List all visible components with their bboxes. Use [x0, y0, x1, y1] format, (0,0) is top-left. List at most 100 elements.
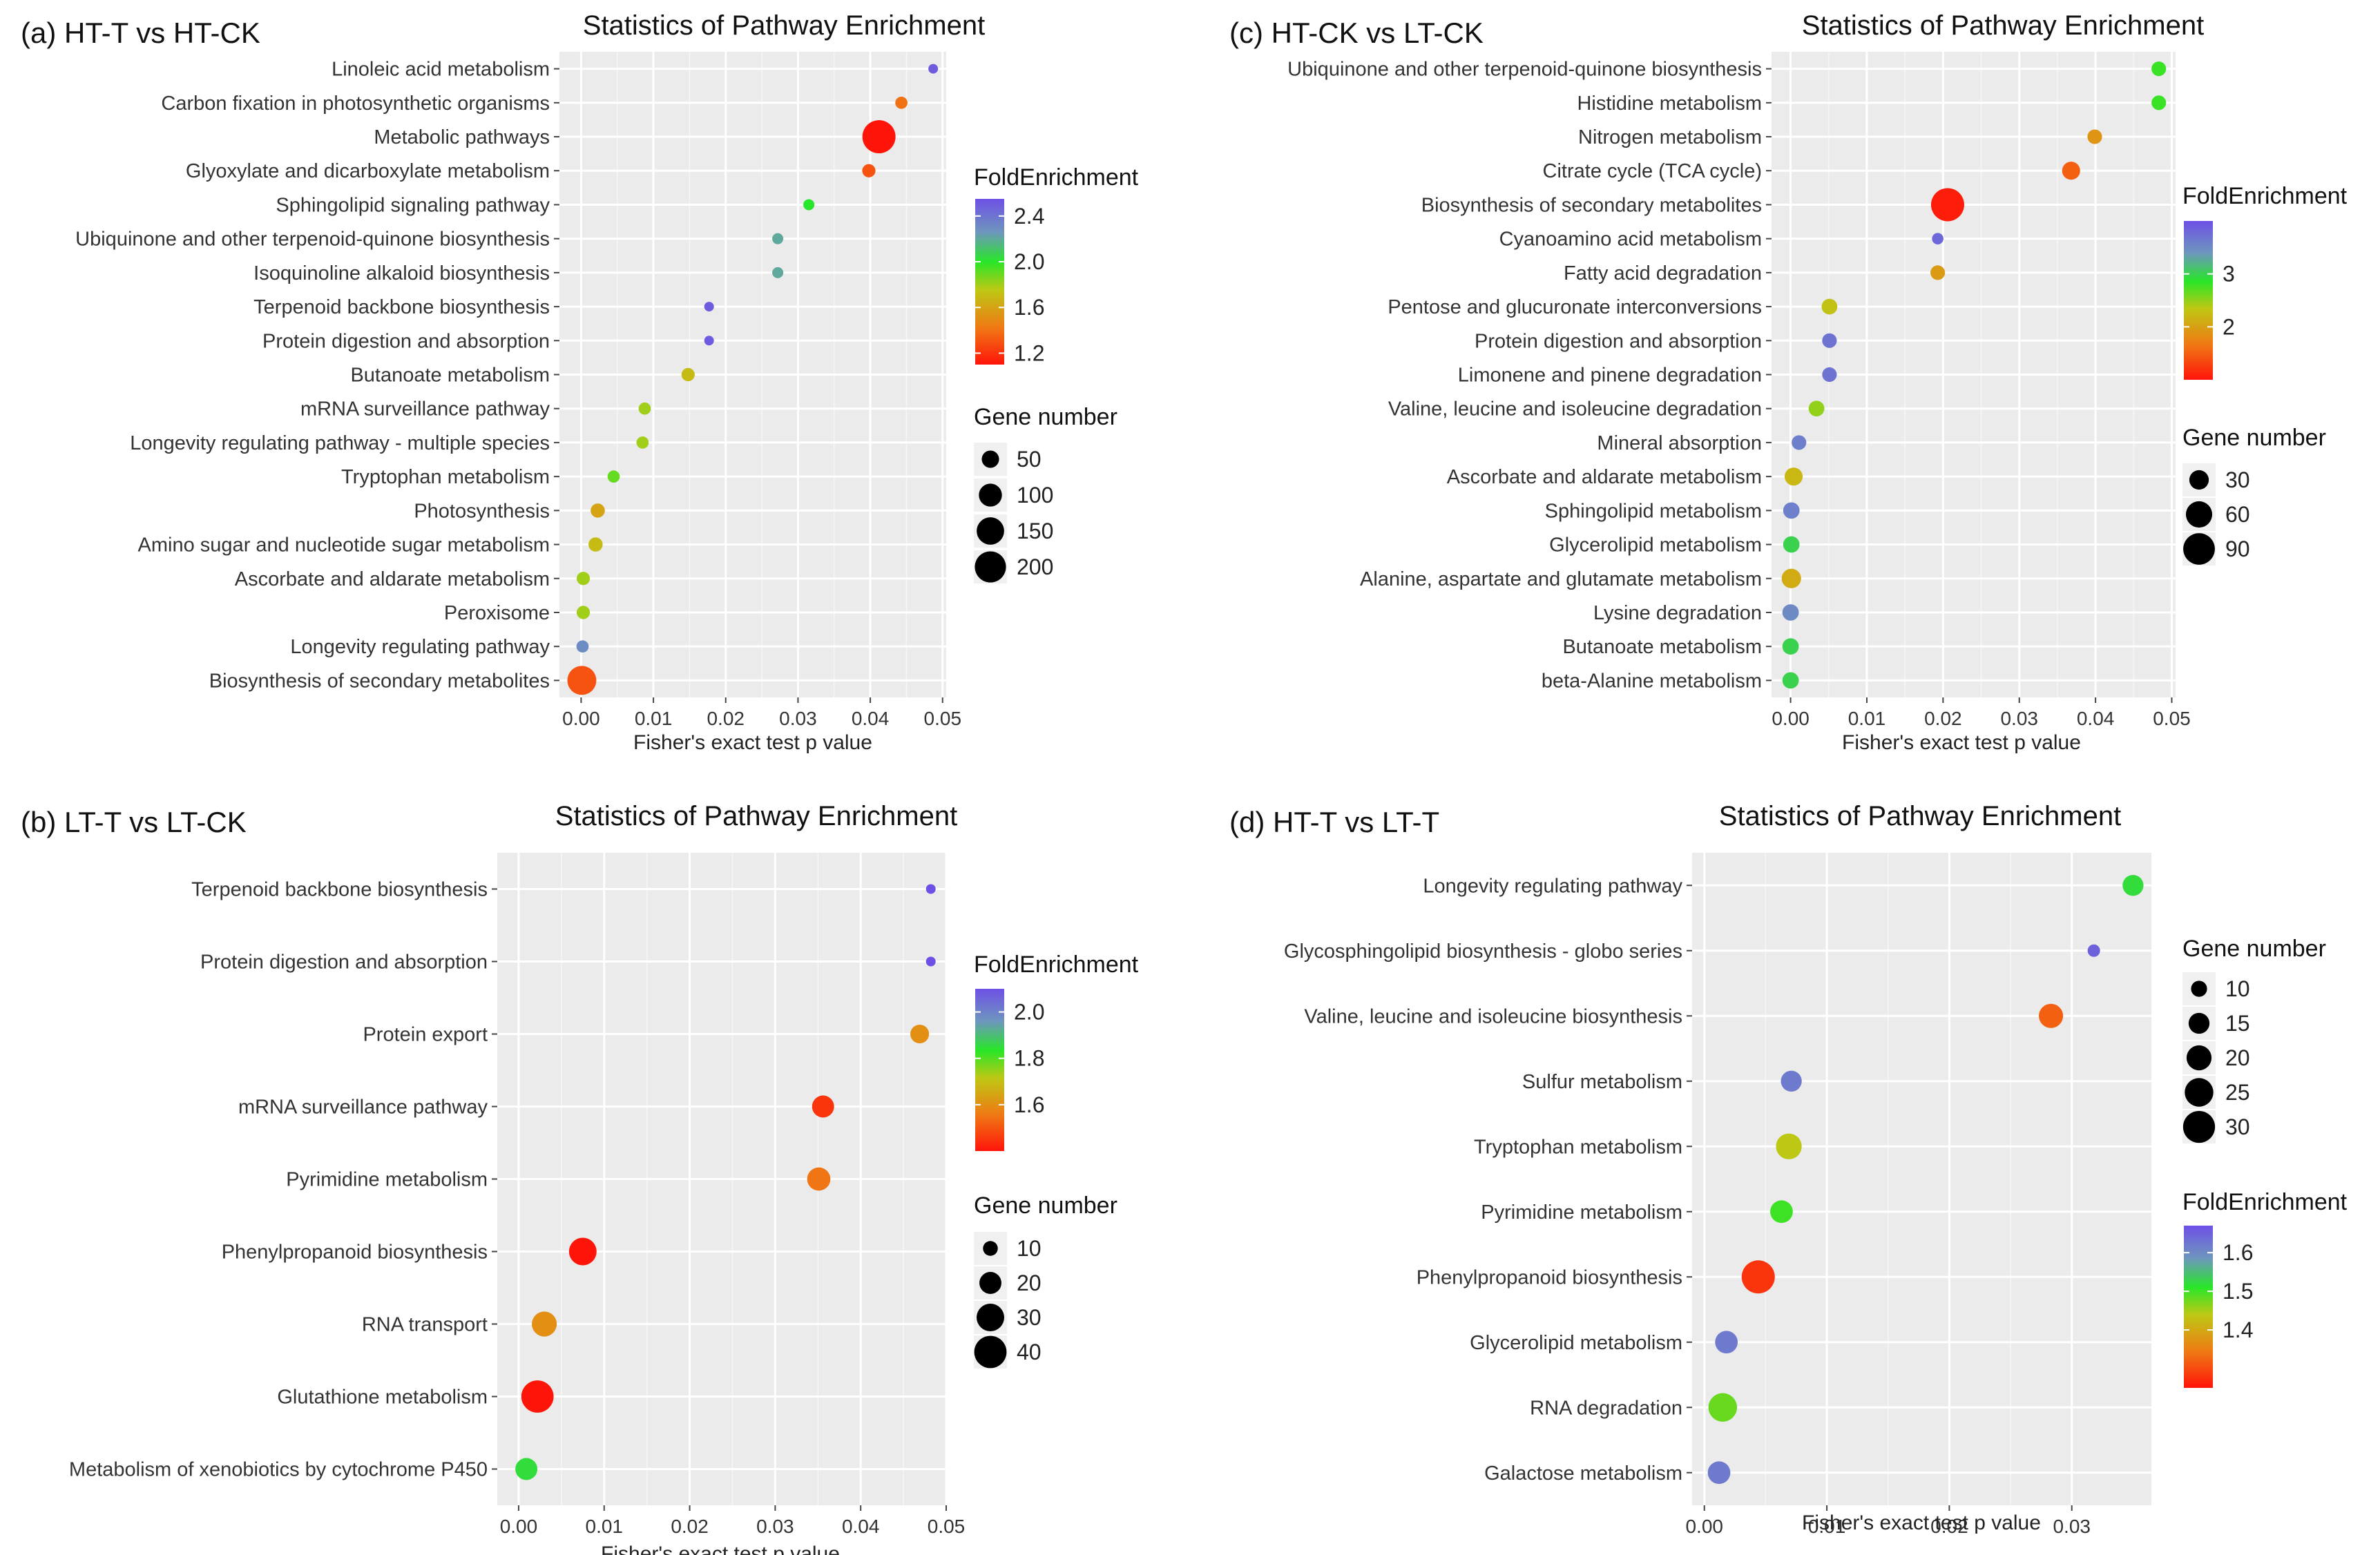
category-label: Ubiquinone and other terpenoid-quinone b… [1287, 59, 1762, 81]
category-label: Ascorbate and aldarate metabolism [1447, 466, 1762, 488]
size-legend-dot [2185, 501, 2213, 528]
x-axis-title: Fisher's exact test p value [1802, 1511, 2041, 1534]
size-legend-dot [975, 551, 1006, 583]
category-label: mRNA surveillance pathway [238, 1097, 488, 1119]
category-label: Sphingolipid metabolism [1545, 500, 1762, 522]
category-label: Ascorbate and aldarate metabolism [235, 568, 550, 590]
category-label: beta-Alanine metabolism [1542, 670, 1762, 692]
size-legend-dot [979, 1272, 1001, 1294]
data-point [515, 1458, 538, 1480]
chart-title: Statistics of Pathway Enrichment [1802, 10, 2204, 41]
panel-label: (a) HT-T vs HT-CK [21, 17, 260, 49]
size-legend-label: 90 [2225, 537, 2250, 561]
size-legend-dot [977, 517, 1004, 545]
data-point [862, 164, 876, 177]
size-legend-dot [979, 483, 1002, 507]
data-point [1782, 672, 1799, 689]
category-label: Terpenoid backbone biosynthesis [253, 296, 550, 318]
category-label: Fatty acid degradation [1564, 262, 1762, 284]
data-point [925, 956, 936, 967]
colorbar-label: 2.0 [1014, 1000, 1044, 1025]
color-legend-title: FoldEnrichment [2182, 183, 2348, 209]
category-label: Mineral absorption [1597, 432, 1762, 454]
data-point [2039, 1003, 2064, 1028]
data-point [532, 1311, 557, 1337]
category-label: Butanoate metabolism [350, 365, 550, 387]
data-point [567, 666, 597, 695]
data-point [521, 1380, 554, 1413]
size-legend-label: 60 [2225, 502, 2250, 527]
category-label: Glycerolipid metabolism [1549, 534, 1762, 557]
colorbar-label: 1.6 [1014, 295, 1044, 320]
color-legend-title: FoldEnrichment [2182, 1189, 2348, 1215]
x-tick-label: 0.03 [779, 708, 817, 729]
size-legend-label: 30 [1017, 1305, 1042, 1330]
data-point [576, 640, 589, 653]
category-label: Pyrimidine metabolism [286, 1169, 488, 1191]
category-label: Photosynthesis [414, 500, 550, 522]
x-tick-label: 0.00 [562, 708, 600, 729]
category-label: Butanoate metabolism [1562, 636, 1762, 658]
data-point [2122, 875, 2144, 896]
category-label: Cyanoamino acid metabolism [1499, 229, 1762, 251]
category-label: Valine, leucine and isoleucine degradati… [1388, 398, 1762, 421]
size-legend-label: 25 [2225, 1080, 2250, 1105]
data-point [1741, 1260, 1775, 1294]
x-tick-label: 0.04 [852, 708, 890, 729]
data-point [895, 96, 908, 109]
data-point [772, 233, 784, 244]
data-point [1783, 502, 1800, 519]
x-axis-title: Fisher's exact test p value [633, 731, 872, 754]
size-legend-dot [2191, 981, 2207, 997]
plot-background [1692, 853, 2151, 1505]
data-point [812, 1095, 834, 1118]
category-label: Nitrogen metabolism [1578, 126, 1762, 148]
data-point [1707, 1461, 1731, 1485]
x-axis-title: Fisher's exact test p value [601, 1543, 840, 1555]
category-label: Ubiquinone and other terpenoid-quinone b… [75, 229, 550, 251]
size-legend-label: 10 [1017, 1236, 1042, 1261]
size-legend-dot [2188, 1012, 2210, 1034]
data-point [568, 1237, 597, 1266]
x-tick-label: 0.00 [500, 1516, 538, 1537]
chart-title: Statistics of Pathway Enrichment [1719, 801, 2121, 831]
x-tick-label: 0.00 [1685, 1516, 1723, 1537]
chart-panel-b: (b) LT-T vs LT-CK Statistics of Pathway E… [21, 801, 1139, 1555]
size-legend-label: 150 [1017, 519, 1053, 543]
category-label: Lysine degradation [1593, 602, 1762, 624]
size-legend-dot [977, 1304, 1004, 1331]
colorbar-label: 1.6 [2223, 1240, 2253, 1265]
data-point [1715, 1331, 1738, 1354]
category-label: mRNA surveillance pathway [300, 398, 550, 421]
category-label: Longevity regulating pathway [290, 636, 550, 658]
data-point [925, 884, 936, 894]
panel-label: (c) HT-CK vs LT-CK [1229, 17, 1484, 49]
category-label: Histidine metabolism [1577, 93, 1762, 115]
category-label: Protein digestion and absorption [1475, 330, 1762, 352]
category-label: Protein digestion and absorption [200, 952, 488, 974]
data-point [807, 1167, 831, 1191]
chart-title: Statistics of Pathway Enrichment [555, 801, 957, 831]
x-tick-label: 0.01 [1808, 1516, 1846, 1537]
x-tick-label: 0.01 [1848, 708, 1886, 729]
category-label: Pentose and glucuronate interconversions [1388, 296, 1762, 318]
panel-label: (d) HT-T vs LT-T [1229, 806, 1439, 838]
data-point [1930, 265, 1946, 280]
x-axis-title: Fisher's exact test p value [1842, 731, 2081, 754]
x-tick-label: 0.02 [1924, 708, 1962, 729]
data-point [1932, 233, 1944, 244]
category-label: Phenylpropanoid biosynthesis [222, 1242, 488, 1264]
size-legend-label: 30 [2225, 467, 2250, 492]
category-label: Protein export [363, 1024, 488, 1046]
data-point [2151, 95, 2167, 110]
colorbar-label: 1.8 [1014, 1046, 1044, 1071]
size-legend-dot [981, 450, 999, 468]
data-point [1781, 568, 1801, 588]
colorbar [2184, 1226, 2213, 1388]
data-point [588, 537, 603, 552]
data-point [1930, 188, 1964, 222]
category-label: Terpenoid backbone biosynthesis [191, 879, 488, 901]
category-label: Glyoxylate and dicarboxylate metabolism [186, 160, 550, 182]
data-point [2087, 129, 2102, 144]
